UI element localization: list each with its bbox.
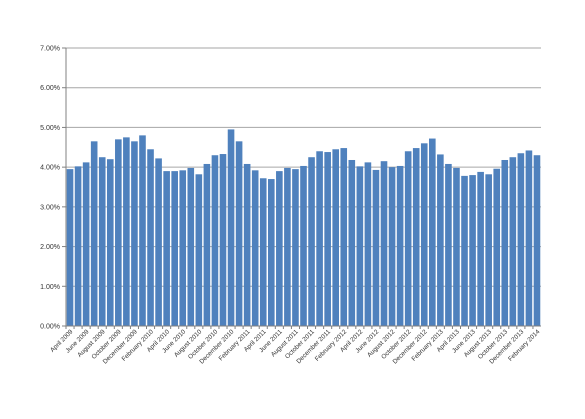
bar xyxy=(227,129,235,326)
bar xyxy=(203,163,211,326)
bar xyxy=(179,170,187,326)
bar xyxy=(461,175,468,326)
bar xyxy=(380,161,388,326)
bar xyxy=(66,169,74,326)
bar xyxy=(276,171,283,326)
y-tick-label: 6.00% xyxy=(40,85,60,92)
bar xyxy=(106,159,114,326)
bar xyxy=(243,163,251,326)
bar xyxy=(445,163,452,326)
bar xyxy=(372,169,380,326)
bar xyxy=(388,167,396,326)
y-tick-label: 4.00% xyxy=(40,165,60,172)
bar xyxy=(324,152,331,326)
bar xyxy=(115,139,122,326)
bar xyxy=(300,165,307,326)
bar xyxy=(123,137,130,326)
bar xyxy=(509,157,517,326)
bar xyxy=(485,174,492,326)
bar xyxy=(308,157,315,326)
bar xyxy=(195,174,203,326)
bar xyxy=(493,168,501,326)
bar xyxy=(284,167,291,326)
bar xyxy=(412,148,420,326)
y-tick-label: 0.00% xyxy=(40,324,60,331)
bar xyxy=(251,170,259,326)
y-tick-label: 2.00% xyxy=(40,244,60,251)
bar xyxy=(429,138,436,326)
bar xyxy=(74,166,82,326)
bar xyxy=(82,162,90,326)
y-tick-label: 5.00% xyxy=(40,125,60,132)
bar xyxy=(211,155,219,326)
bar xyxy=(396,165,404,326)
axes xyxy=(62,47,541,329)
bar xyxy=(525,150,533,326)
bar xyxy=(332,149,340,326)
bar xyxy=(517,153,525,326)
y-tick-label: 1.00% xyxy=(40,284,60,291)
bar xyxy=(139,135,146,326)
y-tick-labels: 0.00% 1.00% 2.00% 3.00% 4.00% 5.00% 6.00% 7.00% xyxy=(40,46,60,331)
bar xyxy=(453,167,460,326)
bar xyxy=(163,171,170,326)
bar xyxy=(437,154,444,326)
bar xyxy=(267,179,275,326)
bar xyxy=(420,143,428,326)
y-tick-label: 3.00% xyxy=(40,204,60,211)
bar xyxy=(235,141,243,326)
bar xyxy=(501,159,509,326)
bar xyxy=(292,169,299,326)
bar xyxy=(533,155,541,326)
bar xyxy=(356,166,364,326)
bar xyxy=(477,171,484,326)
bar xyxy=(90,141,98,326)
bar xyxy=(98,157,106,326)
bar xyxy=(469,175,476,326)
bar xyxy=(155,158,162,326)
bar xyxy=(219,154,227,326)
bar xyxy=(404,151,412,326)
bar xyxy=(364,162,372,326)
bar xyxy=(259,178,267,326)
bar xyxy=(171,171,178,326)
bar xyxy=(187,167,195,326)
bars xyxy=(66,129,541,326)
bar xyxy=(131,141,138,326)
bar xyxy=(348,159,356,326)
bar xyxy=(316,151,323,326)
y-tick-label: 7.00% xyxy=(40,46,60,53)
bar xyxy=(147,149,154,326)
bar xyxy=(340,148,348,326)
